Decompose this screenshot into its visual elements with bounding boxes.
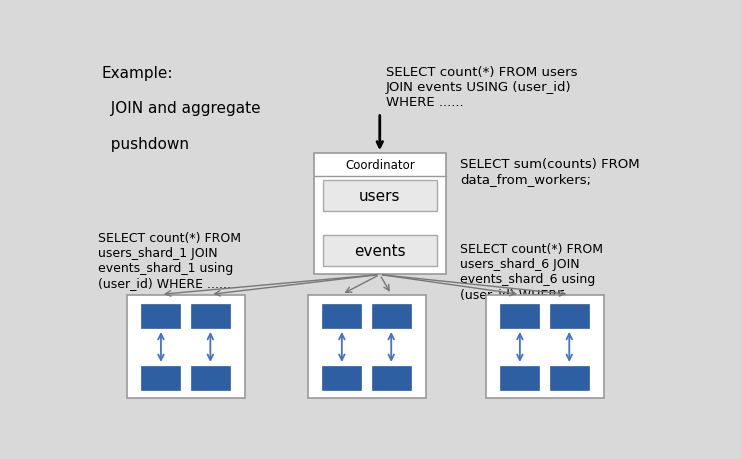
Text: Example:: Example:	[102, 66, 173, 81]
Bar	[308, 296, 425, 398]
Bar	[142, 304, 181, 328]
Text: pushdown: pushdown	[102, 136, 189, 151]
Text: SELECT count(*) FROM
users_shard_6 JOIN
events_shard_6 using
(user_id) WHERE ...: SELECT count(*) FROM users_shard_6 JOIN …	[460, 242, 603, 300]
Bar	[323, 235, 436, 266]
Text: events: events	[354, 243, 405, 258]
Bar	[142, 366, 181, 390]
Bar	[372, 304, 411, 328]
Bar	[322, 366, 362, 390]
Bar	[127, 296, 245, 398]
Bar	[313, 154, 446, 274]
Text: SELECT count(*) FROM
users_shard_1 JOIN
events_shard_1 using
(user_id) WHERE ...: SELECT count(*) FROM users_shard_1 JOIN …	[99, 232, 242, 290]
Text: SELECT count(*) FROM users
JOIN events USING (user_id)
WHERE ......: SELECT count(*) FROM users JOIN events U…	[385, 66, 577, 109]
Bar	[372, 366, 411, 390]
Bar	[550, 304, 589, 328]
Text: JOIN and aggregate: JOIN and aggregate	[102, 101, 261, 116]
Text: Coordinator: Coordinator	[345, 159, 415, 172]
Bar	[500, 304, 539, 328]
Bar	[500, 366, 539, 390]
Bar	[191, 366, 230, 390]
Text: users: users	[359, 188, 401, 203]
Text: SELECT sum(counts) FROM
data_from_workers;: SELECT sum(counts) FROM data_from_worker…	[460, 157, 639, 185]
Bar	[550, 366, 589, 390]
Bar	[191, 304, 230, 328]
Bar	[486, 296, 604, 398]
Bar	[322, 304, 362, 328]
Bar	[323, 180, 436, 211]
